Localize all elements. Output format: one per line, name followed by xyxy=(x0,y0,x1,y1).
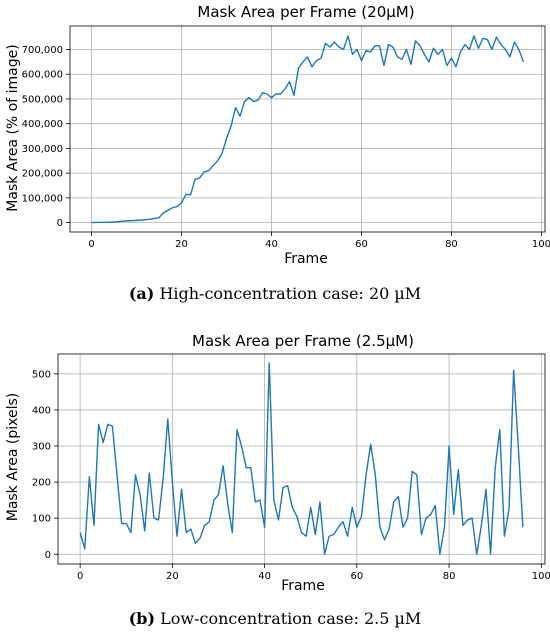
x-tick-label: 40 xyxy=(258,571,271,582)
x-tick-label: 40 xyxy=(265,239,278,250)
series-line xyxy=(91,35,525,224)
y-tick-label: 200,000 xyxy=(22,169,63,180)
caption-b: (b) Low-concentration case: 2.5 µM xyxy=(0,609,550,628)
plot-frame xyxy=(57,353,546,565)
x-tick-label: 60 xyxy=(350,571,363,582)
caption-a-text: High-concentration case: 20 µM xyxy=(159,284,422,303)
chart-title: Mask Area per Frame (20µM) xyxy=(197,3,414,21)
y-axis-label: Mask Area (pixels) xyxy=(5,393,21,522)
x-axis-label: Frame xyxy=(281,578,325,594)
y-tick-label: 700,000 xyxy=(22,45,63,56)
x-axis-label: Frame xyxy=(284,251,328,267)
y-tick-label: 500,000 xyxy=(22,94,63,105)
x-tick-label: 60 xyxy=(355,239,368,250)
y-tick-label: 0 xyxy=(45,550,51,561)
y-tick-label: 0 xyxy=(57,218,63,229)
y-tick-label: 400,000 xyxy=(22,119,63,130)
y-tick-label: 300,000 xyxy=(22,144,63,155)
y-tick-label: 600,000 xyxy=(22,70,63,81)
caption-b-text: Low-concentration case: 2.5 µM xyxy=(160,609,422,628)
y-tick-label: 100 xyxy=(32,514,51,525)
x-tick-label: 0 xyxy=(88,239,94,250)
chart-low-concentration: Mask Area per Frame (2.5µM) 0 20 40 60 80 100… xyxy=(5,332,550,594)
y-tick-label: 100,000 xyxy=(22,193,63,204)
y-axis-label: Mask Area (% of image) xyxy=(5,44,21,211)
y-tick-label: 400 xyxy=(32,405,51,416)
series-line xyxy=(79,362,524,555)
x-tick-label: 20 xyxy=(166,571,179,582)
chart-title: Mask Area per Frame (2.5µM) xyxy=(192,332,414,350)
caption-a: (a) High-concentration case: 20 µM xyxy=(0,284,550,303)
x-tick-label: 100 xyxy=(532,571,550,582)
x-tick-label: 100 xyxy=(532,239,550,250)
caption-b-label: (b) xyxy=(128,609,156,628)
x-tick-label: 80 xyxy=(445,239,458,250)
y-tick-label: 300 xyxy=(32,442,51,453)
x-tick-label: 80 xyxy=(443,571,456,582)
caption-a-label: (a) xyxy=(128,284,155,303)
x-tick-label: 0 xyxy=(77,571,83,582)
x-tick-label: 20 xyxy=(175,239,188,250)
y-tick-label: 200 xyxy=(32,478,51,489)
chart-high-concentration: Mask Area per Frame (20µM) 0 20 40 60 80 100 0… xyxy=(5,3,550,267)
y-tick-label: 500 xyxy=(32,369,51,380)
plot-frame xyxy=(69,25,546,233)
